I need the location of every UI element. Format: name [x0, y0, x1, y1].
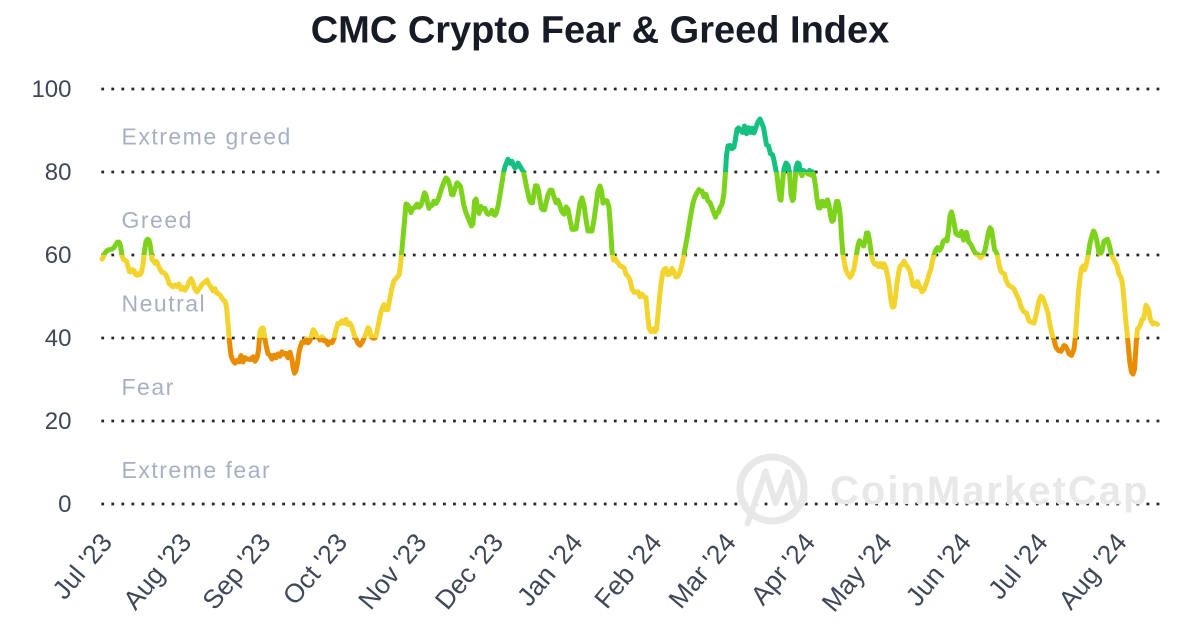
svg-text:0: 0	[58, 491, 71, 518]
svg-text:Extreme greed: Extreme greed	[122, 124, 292, 150]
svg-text:60: 60	[45, 242, 72, 269]
svg-text:Neutral: Neutral	[122, 291, 207, 317]
svg-text:100: 100	[31, 76, 71, 103]
svg-text:Extreme fear: Extreme fear	[122, 457, 272, 483]
svg-text:80: 80	[45, 159, 72, 186]
svg-text:Greed: Greed	[122, 207, 193, 233]
svg-text:20: 20	[45, 408, 72, 435]
svg-text:Fear: Fear	[122, 374, 175, 400]
svg-text:40: 40	[45, 325, 72, 352]
svg-text:CoinMarketCap: CoinMarketCap	[830, 469, 1149, 513]
svg-text:CMC Crypto Fear & Greed Index: CMC Crypto Fear & Greed Index	[311, 10, 890, 52]
